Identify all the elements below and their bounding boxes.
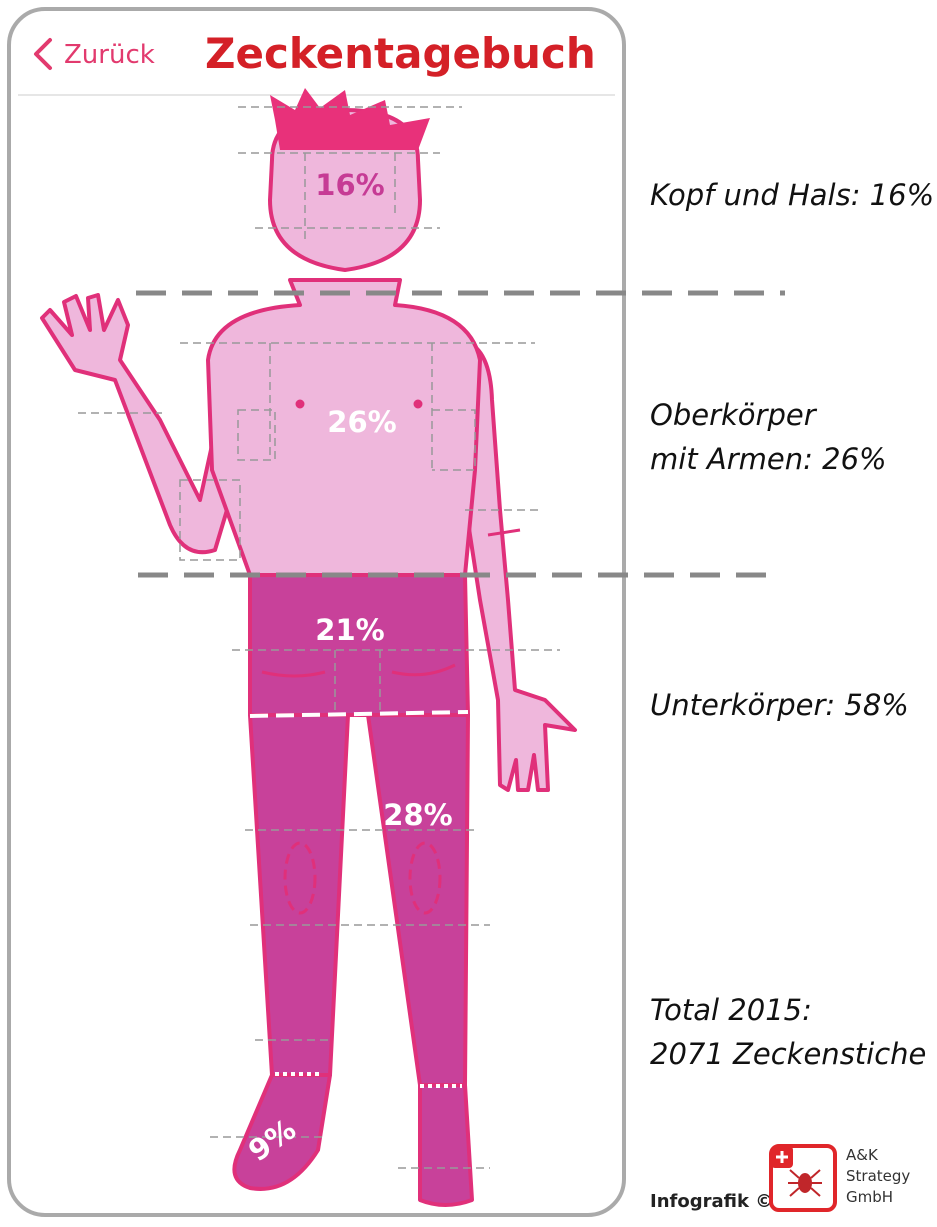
legend-line: Oberkörper	[650, 398, 818, 432]
logo-line: GmbH	[846, 1188, 893, 1206]
label-torso: 26%	[327, 405, 396, 439]
logo-line: A&K	[846, 1146, 879, 1164]
legend-line: Unterkörper: 58%	[650, 688, 909, 722]
app-title: Zeckentagebuch	[205, 29, 596, 78]
legend: Kopf und Hals: 16% Oberkörper mit Armen: 2…	[650, 178, 934, 1071]
logo-line: Strategy	[846, 1167, 910, 1185]
logo: A&K Strategy GmbH	[771, 1146, 910, 1210]
right-foot	[420, 1085, 472, 1205]
infographic: Zurück Zeckentagebuch 16% 26% 21% 2	[0, 0, 937, 1227]
credit: Infografik ©	[650, 1191, 773, 1212]
label-head: 16%	[315, 168, 384, 202]
legend-line: Kopf und Hals: 16%	[650, 178, 934, 212]
back-label[interactable]: Zurück	[64, 40, 155, 70]
label-hips: 21%	[315, 613, 384, 647]
label-legs: 28%	[383, 798, 452, 832]
legend-line: Total 2015:	[650, 993, 812, 1027]
legend-line: 2071 Zeckenstiche	[650, 1037, 926, 1071]
logo-tick	[788, 1170, 822, 1196]
legend-line: mit Armen: 26%	[650, 442, 887, 476]
